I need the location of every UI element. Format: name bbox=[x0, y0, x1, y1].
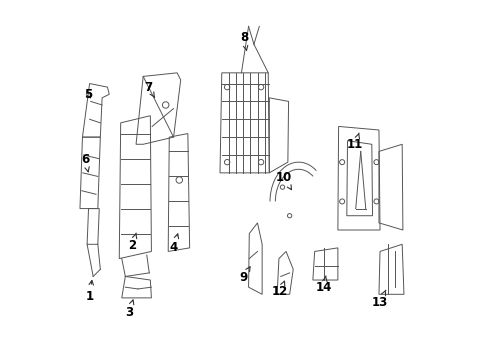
Text: 5: 5 bbox=[84, 88, 93, 101]
Text: 4: 4 bbox=[170, 234, 179, 255]
Text: 12: 12 bbox=[272, 281, 288, 298]
Text: 2: 2 bbox=[128, 233, 137, 252]
Text: 6: 6 bbox=[81, 153, 89, 172]
Text: 7: 7 bbox=[145, 81, 154, 97]
Text: 13: 13 bbox=[372, 290, 388, 309]
Text: 3: 3 bbox=[125, 300, 134, 319]
Text: 11: 11 bbox=[347, 133, 363, 152]
Text: 9: 9 bbox=[240, 267, 250, 284]
Text: 10: 10 bbox=[275, 171, 292, 190]
Text: 8: 8 bbox=[240, 31, 248, 50]
Text: 1: 1 bbox=[86, 280, 94, 303]
Text: 14: 14 bbox=[316, 276, 332, 294]
